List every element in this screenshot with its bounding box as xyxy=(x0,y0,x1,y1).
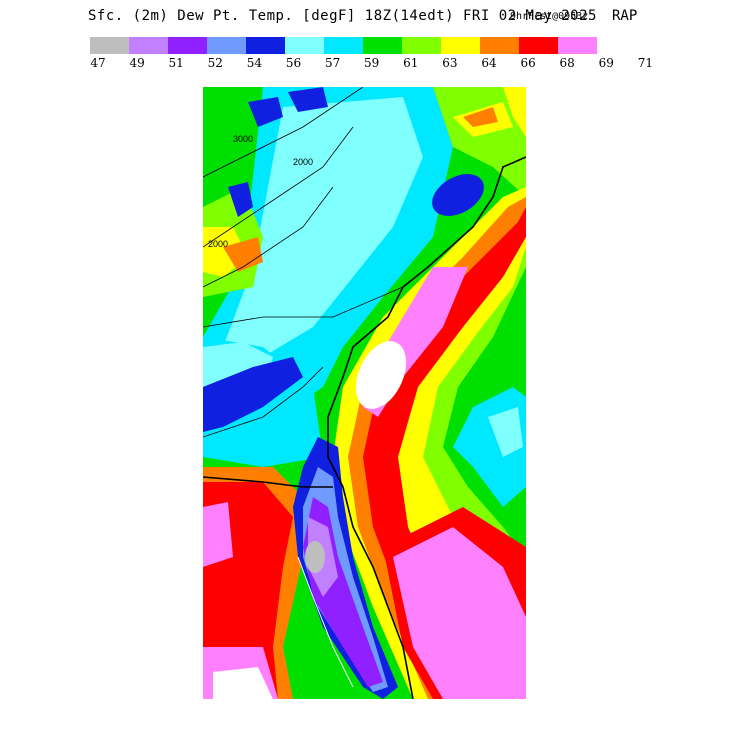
legend-swatch xyxy=(129,37,168,54)
legend-swatch xyxy=(558,37,597,54)
legend-swatch xyxy=(90,37,129,54)
legend-tick-label: 49 xyxy=(129,56,145,70)
legend-tick-label: 61 xyxy=(403,56,419,70)
legend-tick-label: 68 xyxy=(559,56,575,70)
legend-tick-label: 59 xyxy=(364,56,380,70)
legend-tick-label: 56 xyxy=(285,56,302,70)
map-title: Sfc. (2m) Dew Pt. Temp. [degF] 18Z(14edt… xyxy=(0,8,729,28)
legend-swatch xyxy=(324,37,363,54)
legend-tick-labels: 47 49 51 52 54 56 57 59 61 63 64 66 68 69 71 xyxy=(0,56,729,72)
legend-tick-label: 51 xyxy=(168,56,184,70)
legend-swatch xyxy=(402,37,441,54)
dewpoint-map: 3000 2000 2000 xyxy=(203,87,526,699)
legend-swatch xyxy=(207,37,246,54)
legend-tick-label: 69 xyxy=(598,56,614,70)
legend-tick-label: 66 xyxy=(520,56,536,70)
contour-label-3000: 3000 xyxy=(233,134,253,144)
forecast-time: 9hrFcst@0953z xyxy=(510,11,589,22)
title-text: Sfc. (2m) Dew Pt. Temp. [degF] 18Z(14edt… xyxy=(88,8,597,24)
map-canvas: 3000 2000 2000 xyxy=(203,87,526,699)
color-legend xyxy=(90,37,597,54)
legend-tick-label: 57 xyxy=(324,56,341,70)
contour-label-2000: 2000 xyxy=(293,157,313,167)
legend-swatch xyxy=(285,37,324,54)
legend-tick-label: 52 xyxy=(207,56,223,70)
legend-swatch xyxy=(246,37,285,54)
legend-tick-label: 63 xyxy=(442,56,458,70)
legend-tick-label: 47 xyxy=(90,56,106,70)
legend-tick-label: 64 xyxy=(481,56,497,70)
contour-label-2000-west: 2000 xyxy=(208,239,228,249)
legend-tick-label: 71 xyxy=(637,56,654,70)
legend-swatch xyxy=(168,37,207,54)
legend-tick-label: 54 xyxy=(246,56,263,70)
model-name: RAP xyxy=(612,8,638,24)
legend-swatch xyxy=(441,37,480,54)
legend-swatch xyxy=(363,37,402,54)
legend-swatch xyxy=(480,37,519,54)
legend-swatch xyxy=(519,37,558,54)
